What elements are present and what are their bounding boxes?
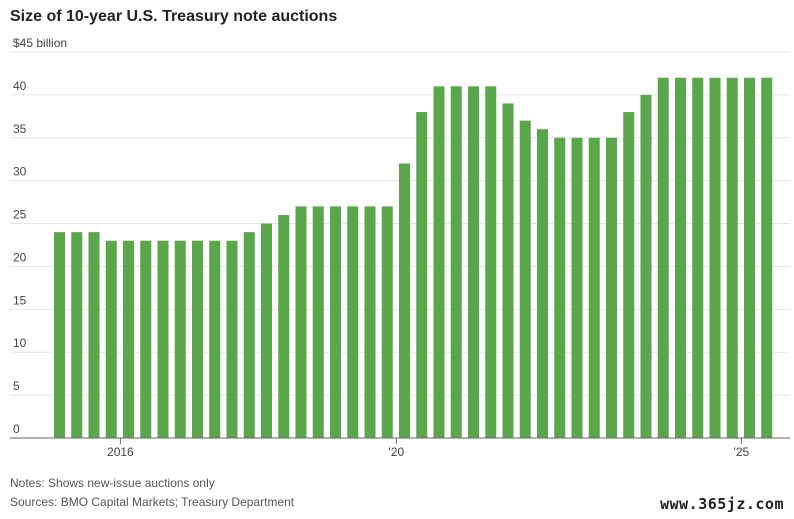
bar-chart: 0 5 10 15 20 25 30 35 40 $45 billion 2016 '20 '25 — [10, 36, 790, 459]
x-tick-label: 2016 — [107, 445, 134, 459]
bar — [105, 240, 117, 438]
bar — [657, 77, 669, 438]
bar — [278, 214, 290, 438]
bar — [537, 129, 548, 438]
bar — [226, 240, 238, 438]
y-tick-label: $45 billion — [13, 36, 67, 50]
bar — [450, 86, 462, 439]
y-tick-label: 40 — [13, 79, 27, 93]
y-tick-label: 10 — [13, 336, 27, 350]
y-tick-label: 15 — [13, 293, 27, 307]
y-tick-label: 20 — [13, 250, 27, 264]
y-tick-label: 30 — [13, 165, 27, 179]
bar — [485, 86, 497, 439]
y-tick-label: 0 — [13, 422, 20, 436]
bar — [416, 112, 428, 439]
y-tick-label: 25 — [13, 208, 27, 222]
watermark-text: www.365jz.com — [660, 495, 784, 513]
bars — [54, 77, 773, 439]
bar — [744, 77, 755, 438]
bar — [364, 206, 376, 438]
notes-text: Notes: Shows new-issue auctions only — [10, 476, 215, 490]
bar — [88, 232, 100, 438]
bar — [399, 163, 410, 438]
bar — [588, 137, 600, 438]
y-tick-label: 35 — [13, 122, 27, 136]
bar — [123, 240, 134, 438]
bar — [192, 240, 203, 438]
bar — [571, 137, 583, 438]
bar — [71, 232, 83, 438]
bar — [468, 86, 479, 439]
x-tick-label: '20 — [389, 445, 405, 459]
y-tick-label: 5 — [13, 379, 20, 393]
bar — [726, 77, 738, 438]
bar — [692, 77, 704, 438]
bar — [261, 223, 272, 438]
axes: 0 5 10 15 20 25 30 35 40 $45 billion 2016 '20 '25 — [10, 36, 790, 459]
bar — [174, 240, 186, 438]
bar — [157, 240, 169, 438]
bar — [347, 206, 359, 438]
bar — [243, 232, 255, 438]
bar — [330, 206, 341, 438]
bar — [761, 77, 773, 438]
bar — [54, 232, 65, 438]
footnotes: Notes: Shows new-issue auctions only Sou… — [10, 474, 294, 512]
bar — [709, 77, 721, 438]
bar — [623, 112, 635, 439]
bar — [295, 206, 307, 438]
bar — [209, 240, 221, 438]
bar — [554, 137, 566, 438]
bar — [502, 103, 514, 438]
bar — [433, 86, 445, 439]
bar — [640, 94, 652, 438]
bar — [675, 77, 686, 438]
bar — [519, 120, 531, 438]
chart-title: Size of 10-year U.S. Treasury note aucti… — [10, 8, 338, 25]
bar — [140, 240, 152, 438]
sources-text: Sources: BMO Capital Markets; Treasury D… — [10, 495, 295, 509]
bar — [312, 206, 324, 438]
x-tick-label: '25 — [734, 445, 750, 459]
bar — [381, 206, 393, 438]
bar — [606, 137, 617, 438]
